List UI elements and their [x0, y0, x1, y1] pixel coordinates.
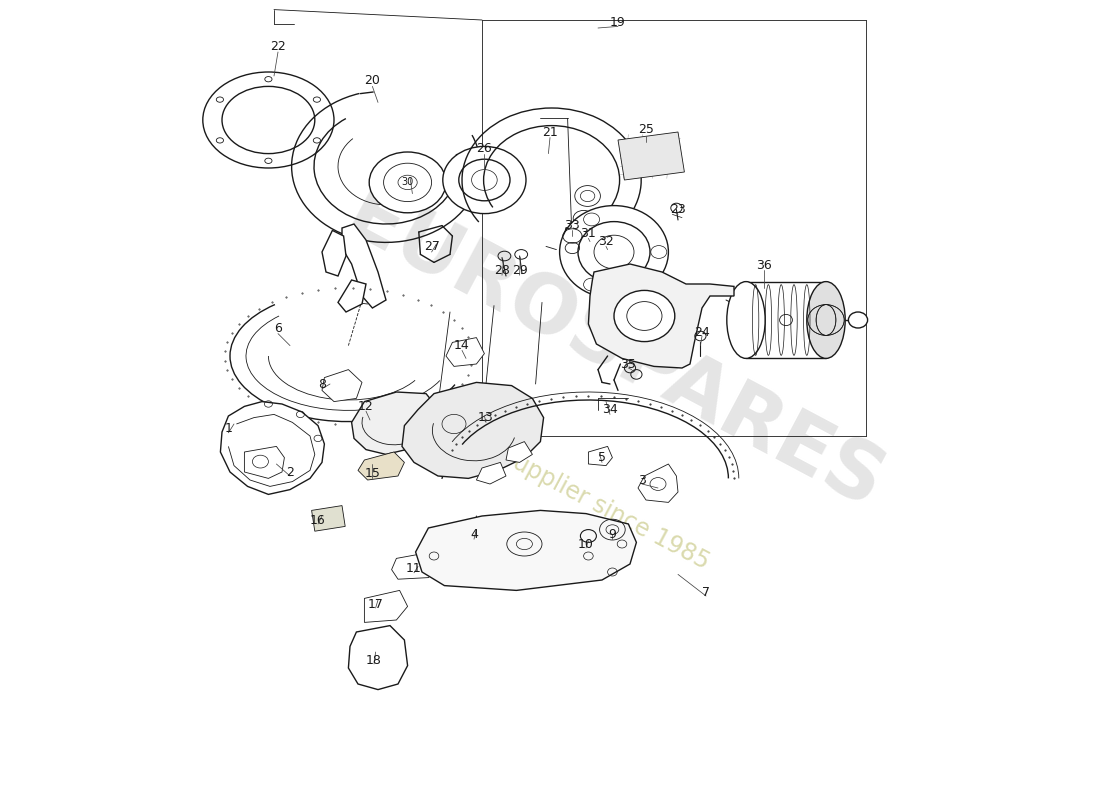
Polygon shape: [311, 506, 345, 531]
Polygon shape: [342, 224, 386, 308]
Polygon shape: [476, 462, 506, 484]
Text: 11: 11: [406, 562, 422, 574]
Polygon shape: [588, 446, 613, 466]
Polygon shape: [322, 370, 362, 402]
Text: 29: 29: [512, 264, 528, 277]
Ellipse shape: [806, 282, 845, 358]
Polygon shape: [392, 552, 440, 579]
Text: 9: 9: [608, 528, 616, 541]
Text: 28: 28: [494, 264, 510, 277]
Text: 18: 18: [366, 654, 382, 666]
Text: 8: 8: [318, 378, 326, 390]
Text: 35: 35: [620, 358, 636, 370]
Text: 4: 4: [470, 528, 477, 541]
Ellipse shape: [614, 290, 674, 342]
Text: 19: 19: [610, 16, 626, 29]
Polygon shape: [352, 392, 437, 454]
Polygon shape: [364, 590, 408, 622]
Text: 6: 6: [274, 322, 282, 334]
Text: 36: 36: [757, 259, 772, 272]
Text: 1: 1: [224, 422, 232, 434]
Polygon shape: [402, 382, 543, 478]
Ellipse shape: [848, 312, 868, 328]
Text: 22: 22: [271, 40, 286, 53]
Polygon shape: [220, 402, 324, 494]
Text: 17: 17: [367, 598, 384, 610]
Polygon shape: [618, 132, 684, 180]
Text: 30: 30: [402, 178, 414, 187]
Text: 16: 16: [310, 514, 326, 526]
Polygon shape: [338, 280, 366, 312]
Ellipse shape: [202, 72, 334, 168]
Text: 23: 23: [670, 203, 686, 216]
Text: 3: 3: [638, 474, 646, 486]
Polygon shape: [358, 452, 405, 480]
Polygon shape: [588, 264, 734, 368]
Ellipse shape: [560, 206, 669, 298]
Text: 20: 20: [364, 74, 381, 86]
Text: 31: 31: [581, 227, 596, 240]
Polygon shape: [322, 230, 346, 276]
Text: 24: 24: [694, 326, 710, 338]
Text: 5: 5: [598, 451, 606, 464]
Text: 34: 34: [602, 403, 618, 416]
Text: 25: 25: [638, 123, 653, 136]
Text: a parts supplier since 1985: a parts supplier since 1985: [418, 402, 714, 574]
Text: 2: 2: [286, 466, 294, 478]
Ellipse shape: [727, 282, 766, 358]
Text: 32: 32: [598, 235, 614, 248]
Polygon shape: [349, 626, 408, 690]
Text: 33: 33: [564, 219, 581, 232]
Text: 21: 21: [542, 126, 558, 138]
Text: 15: 15: [364, 467, 381, 480]
Text: 14: 14: [454, 339, 470, 352]
Ellipse shape: [578, 222, 650, 282]
Text: 12: 12: [359, 400, 374, 413]
Polygon shape: [638, 464, 678, 502]
Text: 26: 26: [476, 142, 493, 154]
Text: 27: 27: [424, 240, 440, 253]
Polygon shape: [244, 446, 285, 478]
Polygon shape: [416, 510, 637, 590]
Text: 7: 7: [702, 586, 710, 598]
Ellipse shape: [370, 152, 446, 213]
Ellipse shape: [443, 146, 526, 214]
Text: EUROSPARES: EUROSPARES: [332, 178, 896, 526]
Polygon shape: [446, 338, 484, 366]
Polygon shape: [506, 442, 532, 462]
Text: 10: 10: [579, 538, 594, 550]
Text: 13: 13: [478, 411, 494, 424]
